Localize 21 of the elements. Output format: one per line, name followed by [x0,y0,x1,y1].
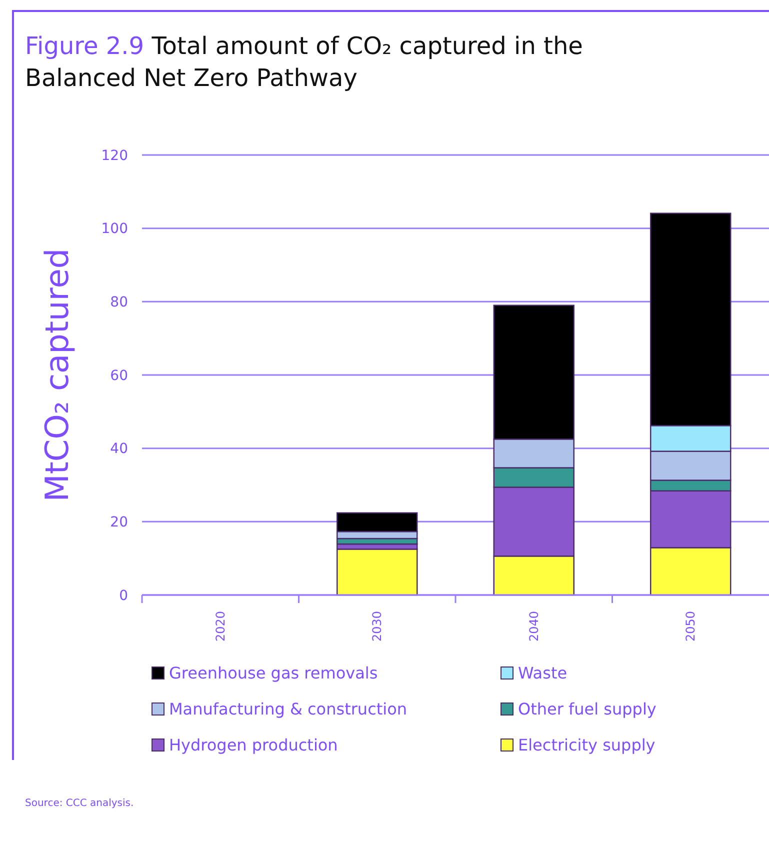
y-tick-label: 120 [101,148,128,164]
legend-label: Hydrogen production [169,736,338,755]
x-tick-label: 2020 [213,611,228,642]
x-tick-label: 2030 [370,611,384,642]
legend-label: Other fuel supply [518,700,656,719]
y-tick-label: 60 [110,368,128,384]
legend-label: Waste [518,664,568,683]
y-tick-label: 80 [110,294,128,311]
x-tick-label: 2050 [684,611,698,642]
y-tick-label: 20 [110,514,128,531]
source-note: Source: CCC analysis. [25,798,134,809]
legend-label: Manufacturing & construction [169,700,408,719]
y-axis-title: MtCO₂ captured [38,248,76,502]
chart-title: Figure 2.9 Total amount of CO₂ captured in the Balanced Net Zero Pathway [25,32,583,92]
y-tick-label: 0 [119,588,128,604]
legend-label: Greenhouse gas removals [169,664,378,683]
y-tick-label: 40 [110,441,128,458]
x-tick-label: 2040 [526,611,541,642]
y-tick-label: 100 [101,221,128,238]
legend-label: Electricity supply [518,736,656,755]
bar [336,548,418,596]
